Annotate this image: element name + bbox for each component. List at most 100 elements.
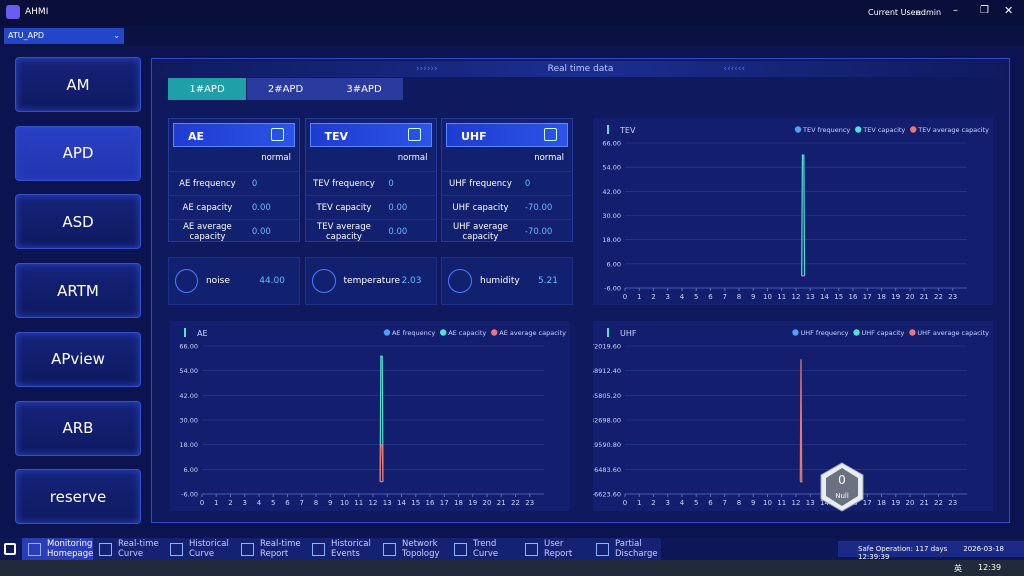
y-tick-label: -6.00 — [181, 491, 198, 499]
x-tick-label: 9 — [751, 293, 755, 301]
series-line — [379, 355, 384, 482]
title-marker — [607, 328, 609, 337]
x-tick-label: 0 — [623, 293, 627, 301]
chart-panel: TEV TEV average capacity TEV capacity TEV f… — [593, 118, 993, 305]
nav-item[interactable]: Trend Curve — [448, 538, 520, 560]
sensor-icon — [311, 269, 336, 293]
env-sensor: humidity 5.21 — [441, 257, 573, 305]
tab[interactable]: 1#APD — [168, 78, 246, 100]
nav-label: Trend Curve — [473, 539, 499, 559]
user-label: Current User: — [868, 8, 922, 17]
row-value: 0.00 — [388, 203, 408, 213]
minimize[interactable]: – — [953, 5, 958, 16]
x-tick-label: 20 — [906, 499, 915, 507]
tab[interactable]: 2#APD — [246, 78, 325, 100]
close[interactable]: ✕ — [1004, 4, 1014, 17]
tab[interactable]: 3#APD — [325, 78, 403, 100]
x-tick-label: 8 — [314, 499, 318, 507]
nav-item[interactable]: Partial Discharge — [590, 538, 662, 560]
nav-icon — [525, 542, 538, 556]
x-tick-label: 23 — [525, 499, 534, 507]
y-tick-label: 58912.40 — [593, 367, 621, 375]
x-tick-label: 22 — [934, 293, 943, 301]
x-tick-label: 1 — [214, 499, 218, 507]
sensor-card: TEV normal TEV frequency 0 TEV capacity 0.00 T… — [304, 118, 437, 242]
x-tick-label: 18 — [877, 293, 886, 301]
x-tick-label: 9 — [328, 499, 332, 507]
card-status: normal — [397, 153, 428, 163]
sensor-name: humidity — [480, 276, 520, 286]
x-tick-label: 18 — [454, 499, 463, 507]
x-tick-label: 4 — [257, 499, 262, 507]
legend-label: TEV average capacity — [917, 126, 989, 134]
legend-swatch — [491, 329, 498, 336]
y-tick-label: 72019.60 — [593, 343, 621, 351]
nav-item[interactable]: User Report — [519, 538, 591, 560]
x-tick-label: 14 — [820, 499, 829, 507]
chart: AE AE average capacity AE capacity AE frequ… — [179, 328, 566, 507]
menu-icon[interactable] — [4, 543, 16, 555]
clock: 12:39 — [978, 563, 1002, 572]
series-line — [801, 154, 806, 276]
badge-value: 0 — [838, 473, 846, 487]
x-tick-label: 12 — [369, 499, 378, 507]
sidebar-button[interactable]: ARB — [15, 400, 141, 456]
nav-icon — [454, 542, 467, 556]
nav-item[interactable]: Network Topology — [377, 538, 449, 560]
x-tick-label: 3 — [666, 293, 670, 301]
x-tick-label: 22 — [934, 499, 943, 507]
x-tick-label: 18 — [877, 499, 886, 507]
y-tick-label: -6623.60 — [593, 491, 621, 499]
card-header: TEV — [309, 123, 432, 147]
nav-icon — [170, 542, 183, 556]
nav-item[interactable]: Real-time Report — [235, 538, 307, 560]
sidebar-button[interactable]: ARTM — [15, 263, 141, 319]
badge: 0 Null — [820, 462, 864, 512]
sidebar-button[interactable]: APview — [15, 331, 141, 387]
x-tick-label: 5 — [271, 499, 275, 507]
x-tick-label: 9 — [751, 499, 755, 507]
row-label: TEV average capacity — [317, 222, 371, 242]
x-tick-label: 11 — [777, 499, 786, 507]
sidebar-button[interactable]: AM — [15, 57, 141, 112]
chart-title: AE — [197, 329, 208, 338]
chart-panel: UHF UHF average capacity UHF capacity UHF f… — [590, 321, 993, 511]
title-marker — [607, 125, 609, 134]
y-tick-label: 66.00 — [602, 140, 621, 148]
card-row: UHF capacity -70.00 — [442, 195, 572, 220]
maximize[interactable]: ❐ — [980, 5, 989, 16]
x-tick-label: 13 — [383, 499, 392, 507]
toolbar: ATU_APD ⌄ — [0, 26, 1024, 46]
y-tick-label: 6483.60 — [594, 466, 621, 474]
x-tick-label: 10 — [763, 293, 772, 301]
x-tick-label: 3 — [666, 499, 670, 507]
nav-label: Real-time Report — [260, 539, 301, 559]
row-value: -70.00 — [524, 227, 553, 237]
app-title: AHMI — [25, 7, 49, 17]
nav-item[interactable]: Historical Events — [306, 538, 378, 560]
nav-item[interactable]: Historical Curve — [164, 538, 236, 560]
row-value: 0.00 — [251, 227, 271, 237]
row-label: TEV frequency — [313, 179, 375, 189]
x-tick-label: 19 — [468, 499, 477, 507]
user-name: admin — [916, 8, 942, 17]
legend-label: UHF capacity — [862, 329, 905, 337]
sidebar-button[interactable]: APD — [15, 125, 141, 181]
safe-operation: Safe Operation: 117 days — [858, 545, 948, 553]
x-tick-label: 1 — [637, 293, 641, 301]
x-tick-label: 5 — [694, 293, 698, 301]
row-value: 0.00 — [388, 227, 408, 237]
x-tick-label: 11 — [777, 293, 786, 301]
device-select[interactable]: ATU_APD ⌄ — [4, 28, 124, 44]
y-tick-label: 54.00 — [179, 367, 198, 375]
sidebar-button[interactable]: reserve — [15, 469, 141, 525]
row-label: UHF frequency — [449, 179, 512, 189]
nav-icon — [383, 542, 396, 556]
row-value: 0 — [251, 179, 258, 189]
y-tick-label: 19590.80 — [593, 441, 621, 449]
nav-item[interactable]: Monitoring Homepage — [22, 538, 94, 560]
nav-item[interactable]: Real-time Curve — [93, 538, 165, 560]
taskbar: 英 12:39 — [0, 560, 1024, 576]
sidebar-button[interactable]: ASD — [15, 194, 141, 250]
ime: 英 — [954, 564, 962, 573]
